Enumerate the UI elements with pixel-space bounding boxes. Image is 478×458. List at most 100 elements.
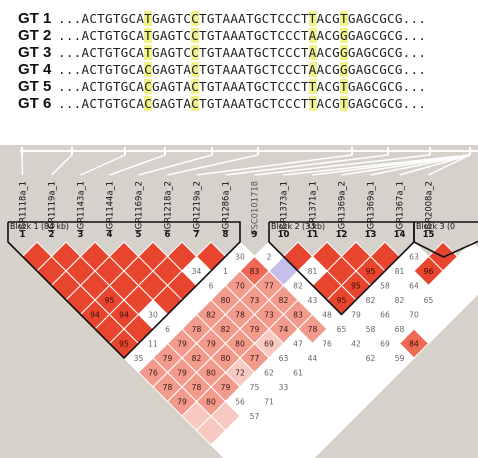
ld-cell: [284, 444, 312, 458]
ld-value: 78: [192, 383, 202, 392]
marker-connector: [167, 154, 259, 176]
ld-value: 79: [163, 354, 173, 363]
row-sequence: ...ACTGTGCACGAGTACTGTAAATGCTCCCTTACGTGAG…: [58, 79, 427, 94]
ld-value: 78: [308, 325, 318, 334]
marker-connector: [50, 154, 73, 176]
alignment-row: GT 6 ...ACTGTGCACGAGTACTGTAAATGCTCCCTTAC…: [18, 95, 426, 113]
ld-value: 79: [177, 369, 187, 378]
ld-value: 81: [395, 267, 405, 276]
marker-label: IGR1144a_1: [105, 181, 115, 232]
marker-label: IGR1143a_1: [76, 181, 86, 232]
ld-value: 6: [209, 282, 214, 291]
ld-value: 70: [235, 282, 245, 291]
ld-value: 43: [308, 296, 318, 305]
marker-connector: [370, 154, 471, 176]
ld-value: 94: [90, 311, 100, 320]
ld-plot: IGR1118a_1 IGR1119a_1 IGR1143a_1 IGR1144a_1…: [0, 145, 478, 458]
ld-value: 68: [395, 325, 405, 334]
marker-label: IGR1218a_2: [163, 181, 173, 232]
ld-value: 77: [264, 282, 274, 291]
ld-value: 95: [105, 296, 115, 305]
ld-value: 70: [409, 311, 419, 320]
ld-value: 77: [250, 354, 260, 363]
ld-value: 78: [192, 325, 202, 334]
ld-value: 30: [148, 311, 158, 320]
alignment-row: GT 3 ...ACTGTGCATGAGTCCTGTAAATGCTCCCTAAC…: [18, 44, 426, 62]
marker-number: 1: [20, 230, 26, 240]
marker-label: IGR1373a_1: [279, 181, 289, 232]
ld-value: 79: [351, 311, 361, 320]
row-label: GT 4: [18, 61, 52, 78]
row-label: GT 2: [18, 27, 52, 44]
marker-number: 15: [423, 230, 435, 240]
marker-connector: [196, 154, 353, 176]
ld-value: 33: [279, 383, 289, 392]
block-outline: [7, 221, 241, 360]
row-sequence: ...ACTGTGCATGAGTCCTGTAAATGCTCCCTAACGGGAG…: [58, 28, 427, 43]
ld-value: 64: [409, 282, 419, 291]
marker-label: IGR1367a_1: [395, 181, 405, 232]
ld-value: 95: [366, 267, 376, 276]
block-label: Block 3 (0: [416, 222, 455, 231]
marker-number: 10: [278, 230, 290, 240]
marker-connector: [138, 154, 213, 176]
ld-value: 44: [308, 354, 318, 363]
ld-value: 78: [235, 311, 245, 320]
ld-cell: [226, 444, 254, 458]
marker-number: 8: [223, 230, 229, 240]
ld-value: 73: [250, 296, 260, 305]
ld-value: 61: [293, 369, 303, 378]
ld-value: 57: [250, 412, 260, 421]
marker-connector: [399, 154, 471, 176]
ld-value: 30: [235, 253, 245, 262]
ld-value: 75: [250, 383, 260, 392]
marker-number: 11: [307, 230, 319, 240]
ld-value: 62: [366, 354, 376, 363]
ld-cell: [268, 429, 299, 458]
ld-value: 84: [409, 340, 419, 349]
ld-value: 71: [264, 398, 274, 407]
ld-value: 80: [221, 296, 231, 305]
ld-cell: [210, 429, 241, 458]
ld-value: 79: [177, 340, 187, 349]
block-label: Block 2 (3 kb): [271, 222, 325, 231]
marker-number: 9: [252, 230, 258, 240]
ld-value: 69: [264, 340, 274, 349]
ld-value: 82: [366, 296, 376, 305]
marker-connector: [225, 154, 389, 176]
ld-value: 83: [250, 267, 260, 276]
ld-cell: [239, 429, 270, 458]
ld-value: 95: [119, 340, 129, 349]
ld-value: 82: [192, 354, 202, 363]
row-label: GT 5: [18, 78, 52, 95]
ld-value: 63: [279, 354, 289, 363]
ld-value: 59: [395, 354, 405, 363]
ld-value: 82: [206, 311, 216, 320]
ld-value: 82: [293, 282, 303, 291]
ld-value: 79: [221, 383, 231, 392]
alignment-row: GT 5 ...ACTGTGCACGAGTACTGTAAATGCTCCCTTAC…: [18, 78, 426, 96]
ld-value: 47: [293, 340, 303, 349]
marker-label: IGR1369a_2: [337, 181, 347, 232]
ld-value: 6: [165, 325, 170, 334]
marker-connector: [80, 154, 126, 176]
ld-value: 48: [322, 311, 332, 320]
ld-value: 78: [163, 383, 173, 392]
ld-value: 35: [134, 354, 144, 363]
ld-value: 79: [206, 340, 216, 349]
marker-label: TSC0101718: [250, 181, 260, 236]
row-label: GT 1: [18, 10, 52, 27]
ld-value: 11: [148, 340, 158, 349]
ld-value: 96: [424, 267, 434, 276]
block-labels: Block 1 (84 kb) Block 2 (3 kb) Block 3 (0: [10, 222, 455, 231]
ld-value: 69: [380, 340, 390, 349]
block-outline: [268, 221, 415, 316]
marker-number: 13: [365, 230, 377, 240]
ld-value: 74: [279, 325, 289, 334]
sequence-alignment: GT 1 ...ACTGTGCATGAGTCCTGTAAATGCTCCCTTAC…: [0, 0, 478, 118]
ld-value: 1: [223, 267, 228, 276]
marker-labels: IGR1118a_1 IGR1119a_1 IGR1143a_1 IGR1144a_1…: [18, 181, 434, 236]
row-sequence: ...ACTGTGCACGAGTACTGTAAATGCTCCCTTACGTGAG…: [58, 96, 427, 111]
ld-cell: [255, 444, 283, 458]
marker-connector: [428, 154, 471, 176]
